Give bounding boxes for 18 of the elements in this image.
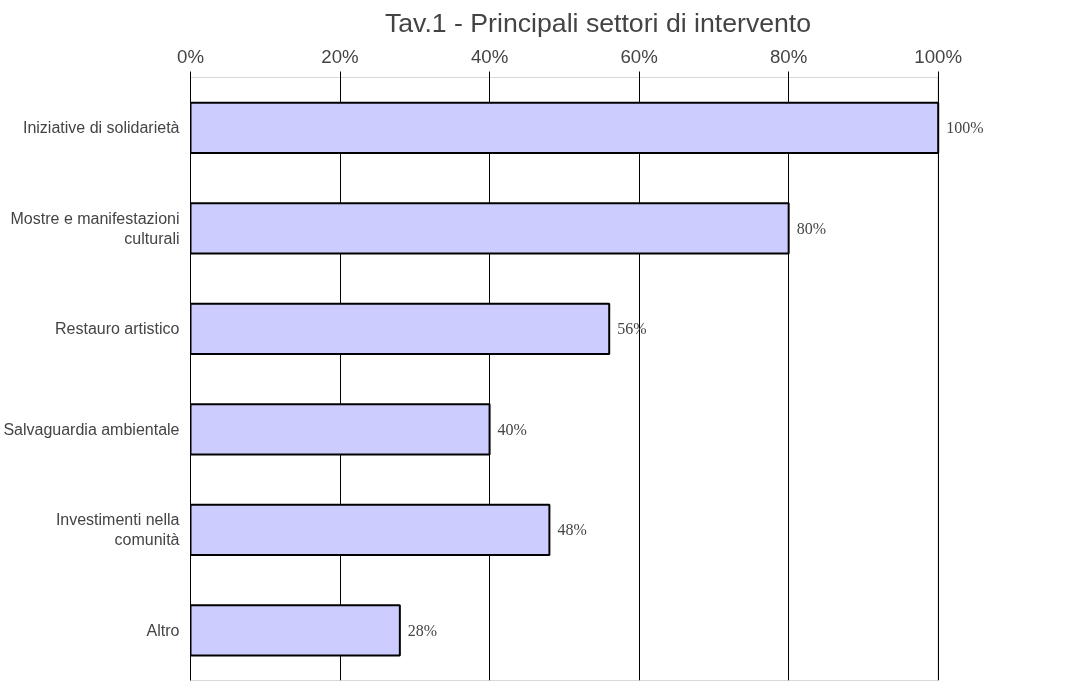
data-label: 28% [407, 621, 438, 639]
x-tick-label: 80% [770, 45, 808, 67]
data-label: 40% [497, 420, 527, 438]
y-tick-label: Salvaguardia ambientale [3, 420, 180, 438]
data-label: 48% [557, 521, 587, 539]
data-label: 100% [946, 119, 984, 137]
x-tick-label: 100% [914, 45, 963, 67]
y-tick-label: Altro [146, 621, 180, 639]
y-tick-label: Investimenti nella comunità [55, 511, 180, 549]
y-tick-label: Mostre e manifestazioni culturali [10, 209, 180, 247]
y-tick-label: Iniziative di solidarietà [22, 119, 180, 137]
chart-title: Tav.1 - Principali settori di intervento [384, 7, 812, 38]
data-label: 80% [796, 219, 826, 237]
x-tick-label: 20% [321, 45, 359, 67]
x-tick-label: 0% [177, 45, 204, 67]
x-tick-label: 60% [620, 45, 658, 67]
y-tick-label: Restauro artistico [55, 320, 180, 338]
x-tick-label: 40% [470, 45, 509, 67]
